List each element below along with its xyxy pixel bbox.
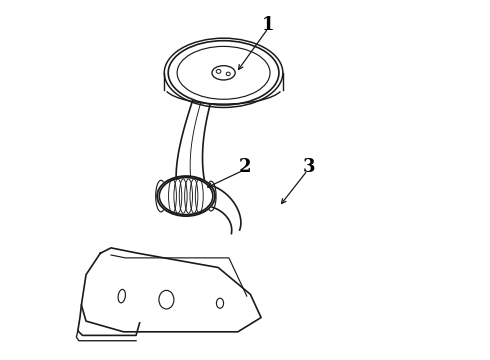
Ellipse shape: [156, 176, 217, 216]
Text: 3: 3: [303, 158, 316, 176]
Ellipse shape: [168, 41, 279, 105]
Polygon shape: [81, 248, 261, 332]
Ellipse shape: [164, 38, 283, 108]
Text: 1: 1: [262, 15, 274, 33]
Text: 2: 2: [239, 158, 251, 176]
Ellipse shape: [212, 66, 235, 80]
Ellipse shape: [159, 177, 213, 215]
